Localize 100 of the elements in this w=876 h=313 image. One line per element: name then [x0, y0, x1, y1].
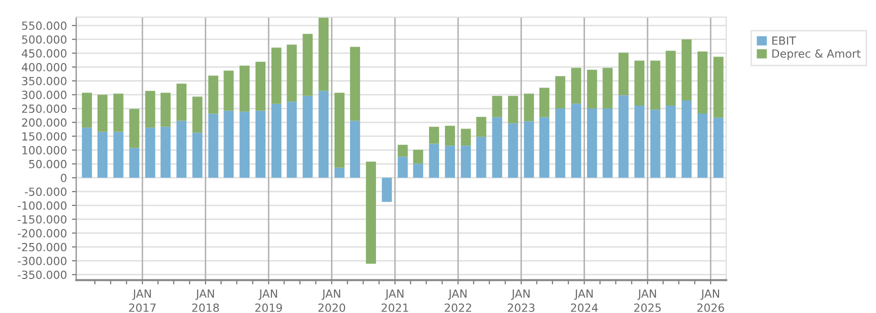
y-tick-label: -350.000 [18, 270, 66, 279]
y-tick-label: -250.000 [18, 242, 66, 252]
bar [82, 128, 92, 178]
bar [318, 90, 329, 178]
y-tick-label: -150.000 [18, 215, 66, 224]
bar [398, 156, 408, 178]
bar [508, 123, 518, 178]
bar [429, 126, 440, 144]
bar [413, 164, 424, 178]
y-tick-label: 100.000 [22, 146, 66, 154]
x-tick-label: JAN 2026 [697, 290, 724, 312]
x-tick-label: JAN 2025 [634, 290, 661, 312]
bar [208, 114, 218, 178]
bar [492, 117, 502, 178]
bar [302, 96, 313, 178]
y-tick-label: 0 [60, 174, 66, 182]
bar [350, 120, 360, 178]
y-tick-label: 350.000 [22, 76, 66, 86]
bar [460, 128, 471, 146]
y-tick-label: 50.000 [29, 160, 66, 168]
bar [255, 110, 266, 178]
bar [508, 96, 518, 124]
bar [444, 126, 455, 146]
bar [555, 108, 566, 178]
bar [634, 60, 644, 106]
bar [618, 52, 629, 96]
y-tick-label: -300.000 [18, 256, 66, 266]
bar [476, 116, 486, 137]
bar [97, 94, 108, 132]
bar [398, 144, 408, 157]
bar [129, 108, 140, 148]
x-tick-label: JAN 2024 [570, 290, 598, 312]
bar [698, 52, 708, 114]
bar [145, 128, 156, 178]
y-tick-label: 500.000 [22, 35, 66, 44]
bar [286, 102, 297, 178]
x-tick-label: JAN 2023 [508, 290, 534, 312]
bar [334, 92, 345, 168]
x-tick-label: JAN 2018 [192, 290, 219, 312]
bar [476, 136, 486, 178]
legend-label: Deprec & Amort [772, 49, 861, 60]
x-tick-label: JAN 2019 [255, 290, 282, 312]
bar [539, 88, 550, 118]
y-tick-label: 450.000 [22, 49, 66, 58]
bar [271, 104, 282, 178]
bar [634, 106, 644, 178]
bar [271, 48, 282, 104]
bar [587, 70, 598, 109]
bar [160, 92, 171, 127]
y-tick-label: 150.000 [22, 132, 66, 141]
bar [602, 108, 613, 178]
bar [129, 148, 140, 178]
bar [286, 44, 297, 102]
legend-label: EBIT [772, 36, 796, 45]
bar [334, 168, 345, 178]
bar [682, 39, 692, 101]
bar [113, 94, 124, 132]
bar [160, 126, 171, 178]
bar [666, 106, 676, 178]
bar [255, 62, 266, 111]
y-tick-label: 550.000 [22, 21, 66, 30]
bar [429, 144, 440, 178]
bar [713, 56, 724, 118]
x-tick-label: JAN 2020 [318, 290, 346, 312]
bar [240, 112, 250, 178]
bar [382, 178, 392, 202]
bar [713, 118, 724, 178]
bar [145, 90, 156, 128]
y-tick-label: -50.000 [24, 188, 66, 196]
bar [192, 132, 202, 178]
y-tick-label: 200.000 [22, 118, 66, 127]
bar [539, 117, 550, 178]
bar [82, 92, 92, 128]
bar [698, 114, 708, 178]
y-tick-label: 250.000 [22, 104, 66, 113]
bar [492, 96, 502, 118]
bar [650, 110, 660, 178]
x-tick-label: JAN 2017 [129, 290, 156, 312]
x-tick-label: JAN 2021 [382, 290, 408, 312]
bar [302, 34, 313, 96]
bar [224, 70, 234, 111]
bar [224, 110, 234, 178]
bar [366, 162, 376, 264]
y-tick-label: -200.000 [18, 229, 66, 238]
bar [650, 60, 660, 110]
bar [176, 84, 187, 121]
x-tick-label: JAN 2022 [444, 290, 472, 312]
bar [587, 108, 598, 178]
y-tick-label: 300.000 [22, 90, 66, 100]
bar [618, 95, 629, 178]
bar [318, 18, 329, 91]
bar [97, 132, 108, 178]
y-tick-label: 400.000 [22, 63, 66, 72]
bar [524, 94, 534, 122]
bar [350, 46, 360, 121]
bar [666, 50, 676, 106]
y-tick-label: -100.000 [18, 201, 66, 210]
bar [602, 68, 613, 109]
bar [208, 76, 218, 114]
bar [113, 132, 124, 178]
